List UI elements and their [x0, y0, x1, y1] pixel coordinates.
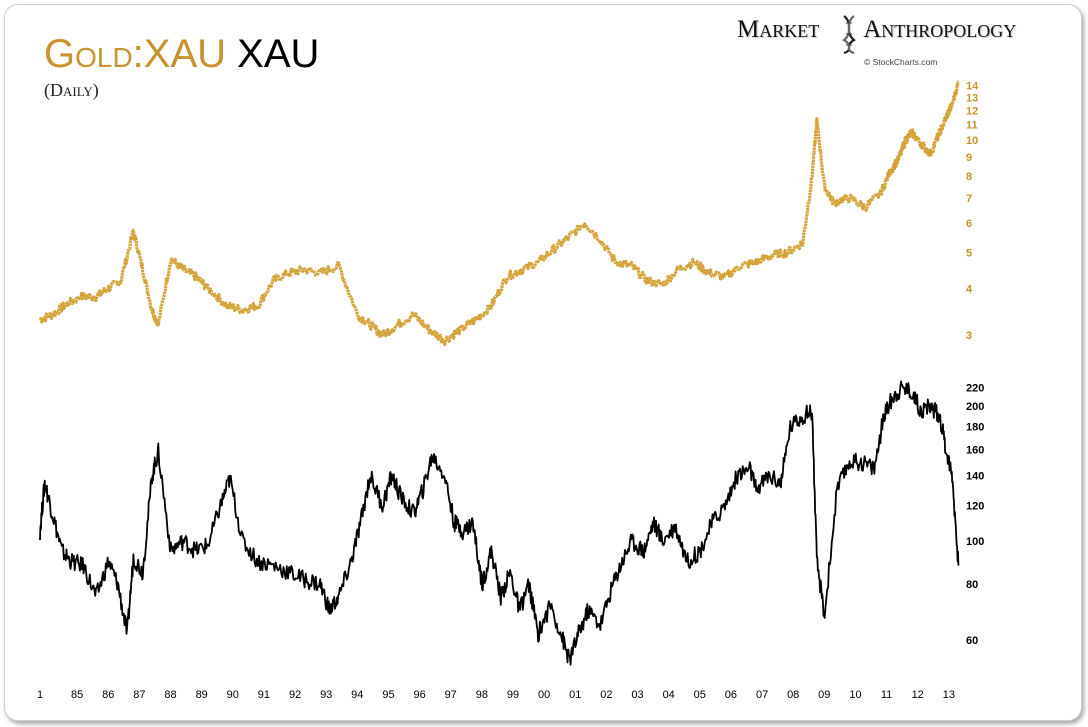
x-tick-label: 88 [164, 689, 176, 701]
copyright-note: © StockCharts.com [864, 57, 938, 67]
y-tick-label-gold-xau: 13 [966, 93, 978, 105]
y-tick-label-gold-xau: 4 [966, 283, 973, 295]
x-tick-label: 99 [507, 689, 519, 701]
x-tick-label: 12 [912, 689, 924, 701]
x-tick-label: 87 [133, 689, 145, 701]
y-tick-label-gold-xau: 6 [966, 218, 972, 230]
x-tick-label: 04 [663, 689, 675, 701]
x-tick-label: 00 [538, 689, 550, 701]
x-tick-label: 90 [227, 689, 239, 701]
x-tick-label: 98 [476, 689, 488, 701]
y-tick-label-xau: 220 [966, 382, 984, 394]
x-tick-label: 96 [413, 689, 425, 701]
y-tick-label-xau: 160 [966, 444, 984, 456]
y-tick-label-gold-xau: 8 [966, 171, 972, 183]
x-tick-label: 11 [881, 689, 892, 701]
series-line-xau [39, 380, 960, 666]
x-tick-label: 02 [600, 689, 612, 701]
x-tick-label: 13 [943, 689, 955, 701]
series-line-gold-xau [38, 80, 960, 347]
y-tick-label-xau: 140 [966, 470, 984, 482]
title-black-part: XAU [237, 32, 320, 76]
y-tick-label-gold-xau: 9 [966, 152, 972, 164]
x-tick-label: 93 [320, 689, 332, 701]
y-tick-label-xau: 60 [966, 635, 978, 647]
dna-icon [842, 15, 856, 54]
brand-logo: Market Anthropology [737, 16, 1016, 44]
title-gold-part: Gold:XAU [44, 32, 227, 76]
x-tick-label: 05 [694, 689, 706, 701]
x-tick-label: 07 [756, 689, 768, 701]
y-tick-label-xau: 100 [966, 536, 984, 548]
chart-frame [4, 4, 1082, 721]
chart-subtitle: (Daily) [44, 80, 99, 100]
chart-title: Gold:XAU XAU [44, 32, 319, 76]
brand-word-2: Anthropology [863, 16, 1017, 43]
x-tick-label: 09 [818, 689, 830, 701]
y-tick-label-gold-xau: 3 [966, 330, 972, 342]
y-tick-label-xau: 80 [966, 579, 978, 591]
y-tick-label-xau: 120 [966, 500, 984, 512]
y-tick-label-gold-xau: 10 [966, 135, 978, 147]
x-tick-label: 06 [725, 689, 737, 701]
x-tick-label: 97 [445, 689, 457, 701]
x-tick-label: 86 [102, 689, 114, 701]
y-tick-label-gold-xau: 7 [966, 193, 972, 205]
x-tick-label: 1 [37, 689, 43, 701]
x-tick-label: 08 [787, 689, 799, 701]
x-tick-label: 85 [71, 689, 83, 701]
x-tick-label: 95 [382, 689, 394, 701]
y-tick-label-xau: 200 [966, 401, 984, 413]
y-tick-label-gold-xau: 5 [966, 247, 972, 259]
x-tick-label: 91 [258, 689, 270, 701]
x-tick-label: 03 [631, 689, 643, 701]
x-tick-label: 01 [569, 689, 581, 701]
x-tick-label: 94 [351, 689, 363, 701]
y-tick-label-gold-xau: 14 [966, 81, 979, 93]
x-tick-label: 92 [289, 689, 301, 701]
x-tick-label: 89 [196, 689, 208, 701]
x-tick-label: 10 [849, 689, 861, 701]
y-tick-label-gold-xau: 12 [966, 106, 978, 118]
y-tick-label-xau: 180 [966, 421, 984, 433]
brand-word-1: Market [737, 16, 820, 43]
y-tick-label-gold-xau: 11 [966, 120, 978, 132]
